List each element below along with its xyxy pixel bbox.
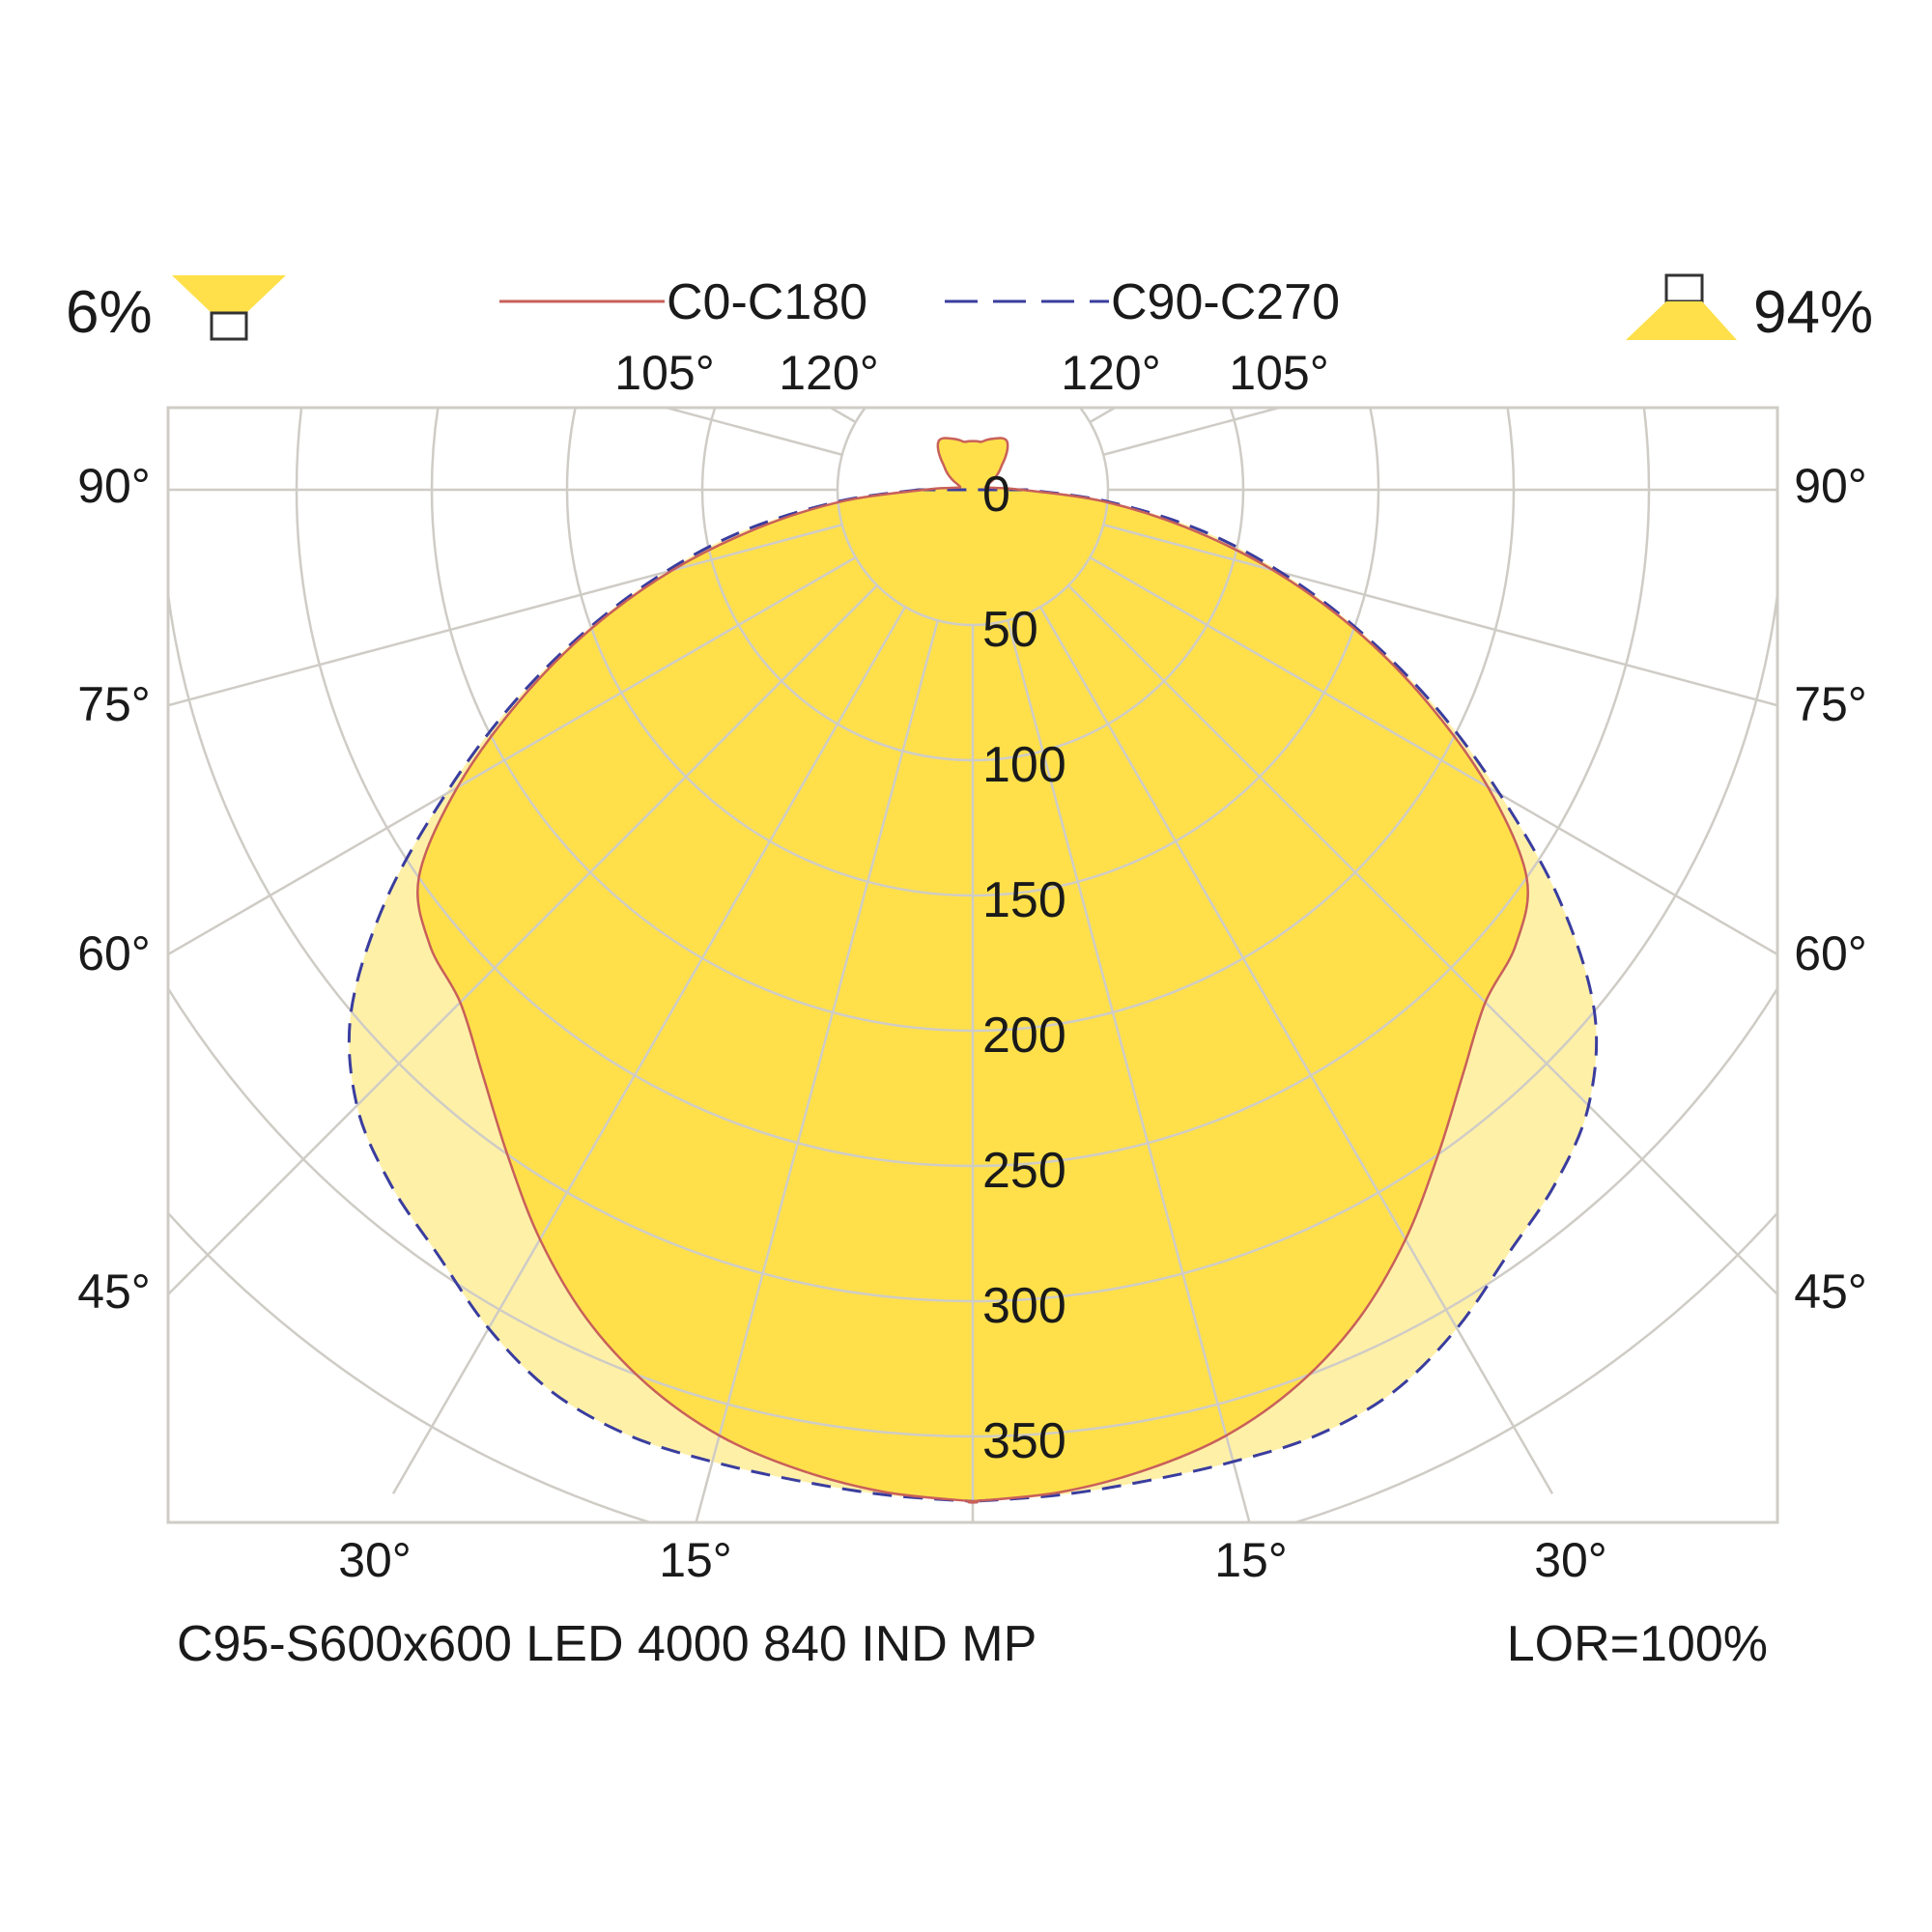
polar-grid xyxy=(153,0,1777,1522)
radial-tick-labels: 0 50 100 150 200 250 300 350 xyxy=(982,467,1066,1469)
legend-label-c0-c180: C0-C180 xyxy=(667,274,867,330)
angle-label-bottom-left-30: 30° xyxy=(338,1533,412,1587)
grid-spoke xyxy=(1089,408,1118,424)
radial-tick-label: 150 xyxy=(982,872,1066,928)
angle-labels: 105° 120° 120° 105° 90° 75° 60° 45° 90° … xyxy=(77,346,1867,1587)
grid-spoke xyxy=(1067,584,1777,1296)
series-line-c0-c180 xyxy=(416,437,1529,1504)
grid-spoke xyxy=(391,606,907,1494)
legend: C0-C180 C90-C270 xyxy=(499,274,1340,330)
radial-tick-label: 300 xyxy=(982,1278,1066,1334)
upward-light-icon xyxy=(172,275,286,341)
downward-light-icon xyxy=(1626,273,1737,340)
angle-label-top-right-105: 105° xyxy=(1229,346,1328,400)
angle-label-top-left-105: 105° xyxy=(614,346,714,400)
angle-label-right-90: 90° xyxy=(1794,459,1867,513)
grid-spoke xyxy=(1102,408,1285,456)
angle-label-right-75: 75° xyxy=(1794,677,1867,731)
angle-label-left-75: 75° xyxy=(77,677,151,731)
angle-label-left-45: 45° xyxy=(77,1264,151,1319)
angle-label-left-90: 90° xyxy=(77,459,151,513)
upward-light-fraction: 6% xyxy=(66,279,153,346)
angle-label-bottom-right-30: 30° xyxy=(1534,1533,1607,1587)
angle-label-bottom-left-15: 15° xyxy=(659,1533,732,1587)
grid-spoke xyxy=(168,524,843,707)
radial-tick-label: 250 xyxy=(982,1143,1066,1199)
grid-spoke xyxy=(168,584,878,1296)
legend-label-c90-c270: C90-C270 xyxy=(1111,274,1340,330)
angle-label-top-right-120: 120° xyxy=(1061,346,1160,400)
grid-spoke xyxy=(661,408,843,456)
grid-spoke xyxy=(1007,619,1251,1522)
angle-label-right-60: 60° xyxy=(1794,926,1867,980)
curve-outlines xyxy=(347,437,1599,1504)
grid-spoke xyxy=(828,408,857,424)
plot-frame xyxy=(166,406,1779,1524)
angle-label-left-60: 60° xyxy=(77,926,151,980)
radial-tick-label: 100 xyxy=(982,737,1066,793)
grid-spoke xyxy=(1089,555,1777,956)
radial-tick-label: 350 xyxy=(982,1413,1066,1469)
light-output-ratio: LOR=100% xyxy=(1507,1616,1768,1672)
radial-tick-label: 200 xyxy=(982,1008,1066,1064)
grid-spoke xyxy=(1038,606,1554,1494)
header: 6% 94% xyxy=(66,273,1873,346)
downward-light-fraction: 94% xyxy=(1753,279,1873,346)
grid-spoke xyxy=(1102,524,1777,707)
grid-spoke xyxy=(695,619,939,1522)
luminaire-name: C95-S600x600 LED 4000 840 IND MP xyxy=(177,1616,1037,1672)
angle-label-bottom-right-15: 15° xyxy=(1214,1533,1288,1587)
radial-tick-label: 0 xyxy=(982,467,1010,523)
angle-label-top-left-120: 120° xyxy=(779,346,878,400)
grid-spoke xyxy=(153,0,877,394)
grid-spoke xyxy=(168,555,857,956)
angle-label-right-45: 45° xyxy=(1794,1264,1867,1319)
radial-tick-label: 50 xyxy=(982,602,1038,658)
